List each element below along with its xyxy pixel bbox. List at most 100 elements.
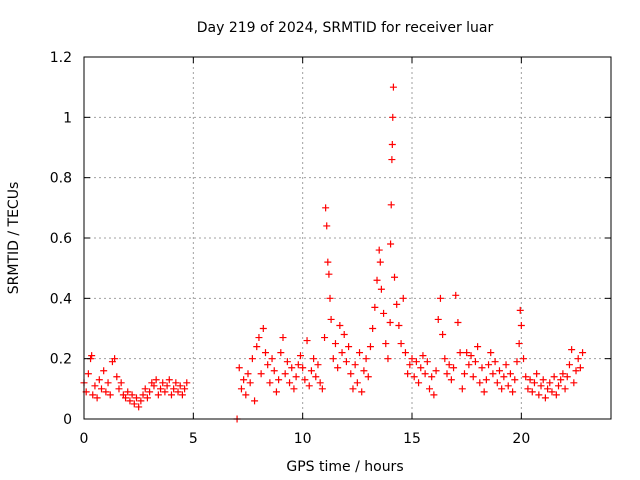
- data-point: [548, 388, 556, 396]
- data-point: [565, 361, 573, 369]
- data-point: [294, 361, 302, 369]
- data-point: [511, 376, 519, 384]
- data-point: [117, 379, 125, 387]
- y-tick-label: 0.2: [50, 352, 72, 368]
- data-point: [358, 388, 366, 396]
- data-point: [104, 379, 112, 387]
- data-point: [474, 343, 482, 351]
- data-point: [441, 355, 449, 363]
- data-point: [406, 361, 414, 369]
- data-point: [465, 361, 473, 369]
- data-point: [401, 349, 409, 357]
- data-point: [559, 370, 567, 378]
- data-point: [386, 318, 394, 326]
- data-point: [430, 391, 438, 399]
- data-point: [387, 240, 395, 248]
- data-point: [498, 385, 506, 393]
- data-point: [100, 367, 108, 375]
- data-point: [132, 394, 140, 402]
- data-point: [176, 382, 184, 390]
- data-point: [356, 349, 364, 357]
- data-point: [423, 358, 431, 366]
- data-point: [275, 376, 283, 384]
- y-tick-label: 1.2: [50, 50, 72, 66]
- data-point: [255, 334, 263, 342]
- data-point: [528, 388, 536, 396]
- data-point: [491, 358, 499, 366]
- data-point: [244, 370, 252, 378]
- data-point: [388, 156, 396, 164]
- data-point: [183, 379, 191, 387]
- data-point: [281, 370, 289, 378]
- data-point: [172, 379, 180, 387]
- data-point: [458, 385, 466, 393]
- chart-title: Day 219 of 2024, SRMTID for receiver lua…: [197, 20, 494, 36]
- data-point: [579, 349, 587, 357]
- data-point: [91, 382, 99, 390]
- data-point: [174, 388, 182, 396]
- data-point: [397, 340, 405, 348]
- data-point: [139, 391, 147, 399]
- data-point: [299, 364, 307, 372]
- data-point: [237, 385, 245, 393]
- data-point: [561, 385, 569, 393]
- data-point: [373, 276, 381, 284]
- data-point: [305, 382, 313, 390]
- data-point: [485, 361, 493, 369]
- data-point: [268, 355, 276, 363]
- data-point: [537, 382, 545, 390]
- data-point: [323, 222, 331, 230]
- x-tick-label: 10: [294, 431, 312, 447]
- data-point: [555, 382, 563, 390]
- data-point: [89, 391, 97, 399]
- data-point: [526, 376, 534, 384]
- data-point: [369, 325, 377, 332]
- data-point: [408, 355, 416, 363]
- data-point: [113, 373, 121, 381]
- data-point: [126, 397, 134, 405]
- data-point: [345, 343, 353, 351]
- data-point: [115, 385, 123, 393]
- data-point: [412, 358, 420, 366]
- y-tick-label: 0: [63, 412, 72, 428]
- data-point: [539, 376, 547, 384]
- data-point: [88, 352, 96, 360]
- data-point: [436, 294, 444, 302]
- data-point: [351, 361, 359, 369]
- data-point: [377, 285, 385, 293]
- data-point: [434, 315, 442, 323]
- data-point: [157, 385, 165, 393]
- data-point: [388, 140, 396, 148]
- data-point: [509, 388, 517, 396]
- data-point: [178, 391, 186, 399]
- data-point: [456, 349, 464, 357]
- data-point: [181, 385, 189, 393]
- data-point: [288, 364, 296, 372]
- data-point: [150, 382, 158, 390]
- data-point: [502, 361, 510, 369]
- data-point: [516, 306, 524, 314]
- data-point: [520, 355, 528, 363]
- data-point: [102, 388, 110, 396]
- data-point: [380, 309, 388, 317]
- data-point: [443, 370, 451, 378]
- data-point: [375, 246, 383, 254]
- data-point: [432, 367, 440, 375]
- data-point: [334, 364, 342, 372]
- data-point: [248, 355, 256, 363]
- data-point: [270, 367, 278, 375]
- data-point: [324, 258, 332, 266]
- data-point: [347, 370, 355, 378]
- data-point: [506, 370, 514, 378]
- data-point: [246, 379, 254, 387]
- data-point: [362, 355, 370, 363]
- data-point: [570, 379, 578, 387]
- data-point: [84, 370, 92, 378]
- data-point: [135, 403, 143, 411]
- data-point: [312, 373, 320, 381]
- data-point: [143, 394, 151, 402]
- data-point: [376, 258, 384, 266]
- data-point: [318, 385, 326, 393]
- data-point: [340, 331, 348, 339]
